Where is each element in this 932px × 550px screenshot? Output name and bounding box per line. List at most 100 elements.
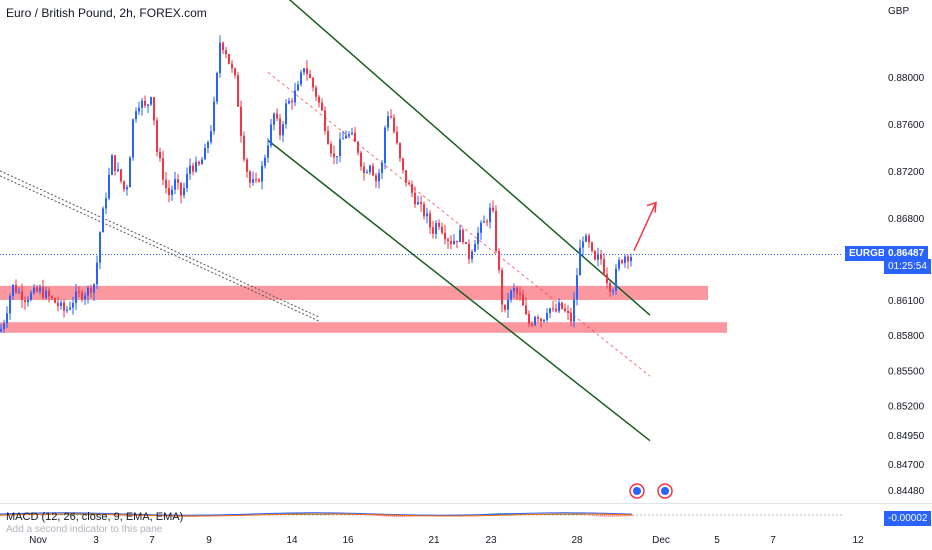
- candle-body: [213, 101, 215, 132]
- candle-body: [93, 284, 95, 293]
- candle-body: [102, 208, 104, 233]
- candle-body: [504, 304, 506, 310]
- candle-body: [396, 131, 398, 144]
- macd-histogram-bar: [592, 515, 594, 516]
- macd-legend[interactable]: MACD (12, 26, close, 9, EMA, EMA): [6, 511, 184, 523]
- candle-body: [210, 131, 212, 142]
- macd-histogram-bar: [622, 515, 624, 517]
- candle-body: [183, 188, 185, 196]
- candle-body: [87, 287, 89, 296]
- macd-histogram-bar: [404, 515, 406, 518]
- candle-body: [99, 232, 101, 263]
- candle-body: [486, 221, 488, 223]
- candle-body: [69, 307, 71, 310]
- resistance-zone: [0, 285, 708, 300]
- candle-body: [354, 132, 356, 142]
- candle-body: [264, 157, 266, 166]
- macd-histogram-bar: [630, 515, 632, 517]
- macd-histogram-bar: [614, 515, 616, 517]
- candle-body: [294, 90, 296, 103]
- candle-body: [618, 260, 620, 269]
- candle-body: [513, 288, 515, 292]
- time-tick-label: 23: [485, 535, 497, 546]
- candle-body: [192, 165, 194, 172]
- macd-histogram-bar: [620, 515, 622, 517]
- candle-body: [471, 251, 473, 260]
- candle-body: [525, 305, 527, 315]
- macd-histogram-bar: [246, 514, 248, 515]
- macd-histogram-bar: [598, 515, 600, 517]
- time-tick-label: 7: [149, 535, 155, 546]
- event-markers[interactable]: [629, 483, 673, 499]
- candle-body: [285, 103, 287, 125]
- candle-body: [198, 161, 200, 165]
- candle-body: [390, 116, 392, 118]
- macd-histogram-bar: [396, 515, 398, 518]
- candle-body: [120, 169, 122, 182]
- candle-body: [492, 207, 494, 211]
- candle-body: [552, 308, 554, 310]
- macd-histogram-bar: [248, 514, 250, 515]
- macd-histogram-bar: [12, 513, 14, 515]
- chart-title: Euro / British Pound, 2h, FOREX.com: [6, 6, 207, 20]
- macd-histogram-bar: [374, 515, 376, 516]
- candle-body: [21, 291, 23, 301]
- macd-histogram-bar: [398, 515, 400, 518]
- candle-body: [51, 296, 53, 299]
- macd-histogram-bar: [388, 515, 390, 517]
- candle-body: [444, 232, 446, 240]
- macd-histogram-bar: [376, 515, 378, 516]
- candle-body: [282, 124, 284, 136]
- candle-body: [111, 155, 113, 175]
- candle-body: [42, 287, 44, 298]
- macd-histogram-bar: [318, 514, 320, 515]
- macd-histogram-bar: [394, 515, 396, 518]
- candle-body: [351, 132, 353, 135]
- macd-histogram-bar: [602, 515, 604, 517]
- macd-histogram-bar: [132, 515, 134, 517]
- macd-histogram-bar: [390, 515, 392, 517]
- candle-body: [336, 155, 338, 158]
- candle-body: [462, 229, 464, 243]
- price-tick-label: 0.87200: [888, 167, 925, 178]
- candle-body: [252, 179, 254, 183]
- candle-body: [534, 317, 536, 326]
- candle-body: [84, 295, 86, 300]
- time-tick-label: 7: [770, 535, 776, 546]
- candle-body: [249, 171, 251, 183]
- macd-histogram-bar: [594, 515, 596, 517]
- candle-body: [480, 222, 482, 233]
- candle-body: [366, 172, 368, 174]
- macd-signal-line: [0, 513, 633, 517]
- price-tick-label: 0.87600: [888, 120, 925, 131]
- trend-drawings: [0, 0, 657, 442]
- candle-body: [567, 311, 569, 313]
- price-tick-label: 0.85800: [888, 331, 925, 342]
- candle-body: [546, 313, 548, 320]
- candle-body: [165, 179, 167, 189]
- candle-body: [414, 192, 416, 205]
- symbol-badge: EURGBP: [845, 246, 896, 261]
- candle-body: [234, 68, 236, 76]
- candle-body: [339, 139, 341, 156]
- candle-body: [435, 222, 437, 234]
- candle-body: [147, 104, 149, 106]
- macd-histogram-bar: [114, 515, 116, 516]
- candle-body: [483, 221, 485, 223]
- time-axis: Nov 3 7 9 14 16 21 23 28 Dec 5 7 12: [29, 535, 864, 546]
- candle-body: [276, 113, 278, 119]
- candle-body: [117, 169, 119, 172]
- candle-body: [96, 262, 98, 285]
- candle-body: [561, 302, 563, 309]
- candle-body: [60, 302, 62, 307]
- candle-body: [456, 240, 458, 243]
- pane-separator[interactable]: [0, 503, 932, 504]
- macd-histogram-bar: [624, 515, 626, 517]
- candle-body: [333, 153, 335, 158]
- currency-label: GBP: [888, 6, 910, 17]
- candle-body: [582, 241, 584, 248]
- time-tick-label: 9: [206, 535, 212, 546]
- candle-body: [627, 256, 629, 262]
- macd-histogram-bar: [402, 515, 404, 518]
